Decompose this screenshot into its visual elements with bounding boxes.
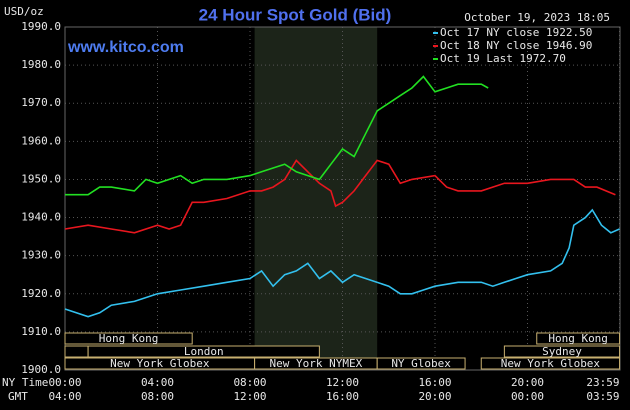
session-label: New York NYMEX — [270, 357, 363, 370]
x-tick-label-gmt: 00:00 — [511, 390, 544, 403]
legend-swatch — [433, 45, 438, 47]
y-tick-label: 1930.0 — [21, 249, 61, 262]
session-label: New York Globex — [110, 357, 210, 370]
legend-entry: Oct 18 NY close 1946.90 — [440, 39, 592, 52]
x-tick-label: 20:00 — [511, 376, 544, 389]
session-box — [503, 345, 621, 358]
session-label: Hong Kong — [548, 332, 608, 345]
plot-frame — [64, 26, 621, 371]
x-tick-label-gmt: 04:00 — [48, 390, 81, 403]
site-label: www.kitco.com — [67, 39, 184, 56]
session-box — [480, 357, 621, 370]
y-tick-label: 1920.0 — [21, 287, 61, 300]
session-label: Sydney — [542, 345, 582, 358]
session-label: Hong Kong — [99, 332, 159, 345]
y-tick-label: 1910.0 — [21, 325, 61, 338]
legend-entry: Oct 17 NY close 1922.50 — [440, 26, 592, 39]
x-tick-label-gmt: 16:00 — [326, 390, 359, 403]
series-line — [64, 208, 620, 318]
y-tick-label: 1990.0 — [21, 20, 61, 33]
y-tick-label: 1970.0 — [21, 96, 61, 109]
x-tick-label: 08:00 — [233, 376, 266, 389]
session-label: London — [184, 345, 224, 358]
y-tick-label: 1940.0 — [21, 211, 61, 224]
x-tick-label: 04:00 — [141, 376, 174, 389]
session-label: New York Globex — [501, 357, 601, 370]
legend-swatch — [433, 32, 438, 34]
x-tick-label: 16:00 — [418, 376, 451, 389]
x-tick-label-gmt: 08:00 — [141, 390, 174, 403]
x-row-label: NY Time — [2, 376, 48, 389]
session-box — [64, 332, 193, 345]
y-tick-label: 1950.0 — [21, 172, 61, 185]
y-tick-label: 1900.0 — [21, 363, 61, 376]
unit-label: USD/oz — [4, 5, 44, 18]
session-box — [64, 345, 89, 358]
series-line — [65, 75, 489, 196]
series-line — [64, 159, 616, 234]
session-box — [536, 332, 621, 345]
x-tick-label-gmt: 12:00 — [233, 390, 266, 403]
session-shade — [254, 27, 378, 370]
x-tick-label: 23:59 — [586, 376, 619, 389]
session-label: NY Globex — [391, 357, 451, 370]
legend-swatch — [433, 58, 438, 60]
x-tick-label: 12:00 — [326, 376, 359, 389]
x-row-label: GMT — [8, 390, 28, 403]
y-tick-label: 1960.0 — [21, 134, 61, 147]
legend-entry: Oct 19 Last 1972.70 — [440, 52, 566, 65]
x-tick-label-gmt: 20:00 — [418, 390, 451, 403]
x-tick-label: 00:00 — [48, 376, 81, 389]
timestamp: October 19, 2023 18:05 — [464, 11, 610, 24]
y-tick-label: 1980.0 — [21, 58, 61, 71]
chart-title: 24 Hour Spot Gold (Bid) — [199, 5, 392, 24]
x-tick-label-gmt: 03:59 — [586, 390, 619, 403]
session-box — [376, 357, 466, 370]
